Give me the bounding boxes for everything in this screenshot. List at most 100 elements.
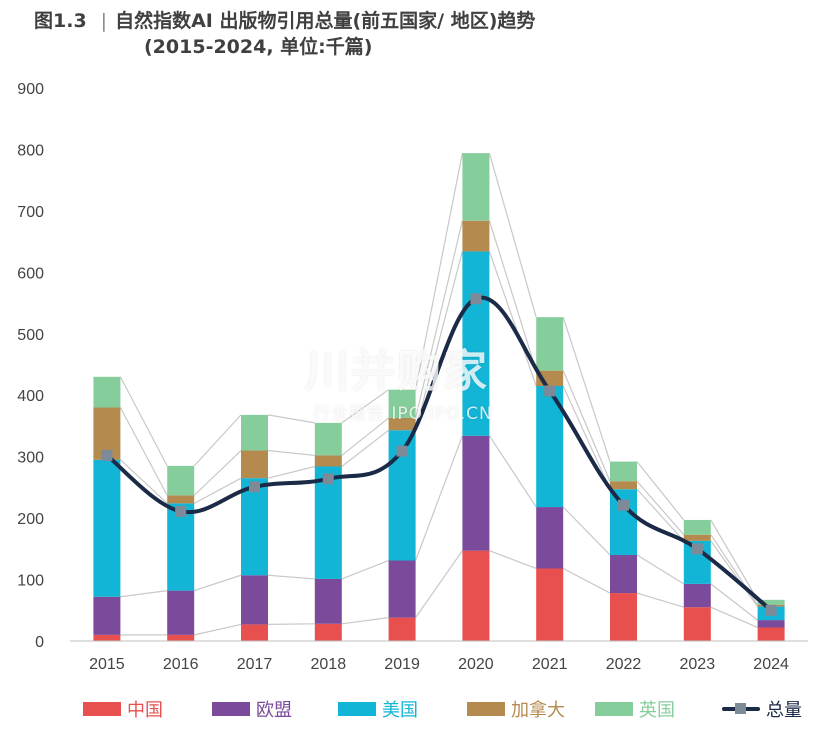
connector-2-7 bbox=[636, 488, 685, 542]
connector-2-5 bbox=[488, 251, 537, 387]
y-tick-label: 400 bbox=[17, 388, 44, 405]
y-tick-label: 500 bbox=[17, 327, 44, 344]
chart-legend: 中国 欧盟 美国 加拿大 英国 总量 bbox=[0, 694, 821, 724]
bar-segment-1-2023 bbox=[683, 583, 711, 608]
connector-1-7 bbox=[636, 554, 685, 585]
legend-swatch-usa bbox=[338, 702, 376, 716]
x-tick-label: 2020 bbox=[458, 656, 494, 673]
total-marker-2021 bbox=[544, 385, 556, 397]
x-tick-label: 2017 bbox=[237, 656, 273, 673]
bar-segment-3-2018 bbox=[314, 455, 342, 467]
bar-segment-1-2020 bbox=[462, 435, 490, 551]
connector-1-5 bbox=[488, 435, 537, 508]
legend-label-uk: 英国 bbox=[639, 700, 675, 721]
connector-1-1 bbox=[194, 574, 242, 592]
legend-swatch-total bbox=[722, 702, 760, 716]
connector-4-2 bbox=[267, 414, 315, 424]
y-tick-label: 600 bbox=[17, 265, 44, 282]
bar-segment-2-2020 bbox=[462, 251, 490, 436]
total-marker-2019 bbox=[396, 445, 408, 457]
y-tick-label: 800 bbox=[17, 142, 44, 159]
legend-item-usa: 美国 bbox=[338, 694, 418, 724]
x-axis: 2015 2016 2017 2018 2019 2020 2021 2022 2023 2024 bbox=[70, 640, 808, 673]
connector-1-0 bbox=[120, 590, 168, 598]
bar-segment-1-2022 bbox=[610, 554, 637, 594]
legend-swatch-china bbox=[83, 702, 121, 716]
connector-2-4 bbox=[415, 251, 463, 431]
connector-lines bbox=[119, 152, 759, 636]
bar-segment-4-2021 bbox=[536, 317, 564, 371]
connector-2-8 bbox=[710, 540, 759, 607]
bar-segment-0-2016 bbox=[167, 634, 195, 641]
bar-segment-0-2020 bbox=[462, 550, 490, 641]
figure-number: 图1.3 bbox=[34, 10, 87, 32]
connector-3-1 bbox=[193, 450, 242, 496]
legend-swatch-eu bbox=[212, 702, 250, 716]
x-tick-label: 2024 bbox=[753, 656, 789, 673]
y-tick-label: 300 bbox=[17, 450, 44, 467]
y-axis: 0 100 200 300 400 500 600 700 800 900 bbox=[17, 81, 44, 651]
legend-swatch-uk bbox=[595, 702, 633, 716]
bar-segment-4-2023 bbox=[683, 519, 711, 535]
bar-segment-4-2024 bbox=[757, 599, 785, 605]
connector-2-2 bbox=[267, 465, 315, 479]
bar-segment-2-2017 bbox=[241, 478, 268, 576]
connector-2-6 bbox=[562, 385, 611, 490]
connector-3-5 bbox=[488, 220, 537, 371]
bar-segment-4-2020 bbox=[462, 153, 490, 221]
legend-label-china: 中国 bbox=[127, 700, 163, 721]
total-marker-2016 bbox=[175, 505, 187, 517]
bar-segment-4-2022 bbox=[610, 461, 637, 482]
bar-segment-3-2023 bbox=[683, 534, 711, 541]
connector-3-2 bbox=[267, 449, 315, 457]
bar-segment-0-2021 bbox=[536, 568, 564, 641]
legend-label-usa: 美国 bbox=[382, 700, 418, 721]
connector-4-7 bbox=[636, 461, 685, 521]
total-line bbox=[101, 293, 777, 616]
connector-3-4 bbox=[415, 220, 463, 419]
total-marker-2024 bbox=[765, 604, 777, 616]
y-tick-label: 0 bbox=[35, 634, 44, 651]
connector-2-3 bbox=[341, 429, 389, 467]
y-tick-label: 200 bbox=[17, 511, 44, 528]
total-marker-2015 bbox=[101, 449, 113, 461]
connector-3-0 bbox=[119, 407, 168, 496]
connector-0-8 bbox=[710, 606, 758, 629]
x-tick-label: 2021 bbox=[532, 656, 568, 673]
bar-segment-2-2018 bbox=[314, 466, 342, 579]
connector-4-8 bbox=[710, 519, 759, 601]
y-tick-label: 100 bbox=[17, 573, 44, 590]
bar-segment-0-2015 bbox=[93, 634, 121, 641]
connector-2-0 bbox=[119, 459, 168, 504]
legend-label-total: 总量 bbox=[766, 700, 802, 721]
bar-segment-3-2022 bbox=[610, 481, 637, 490]
bar-segment-3-2019 bbox=[388, 417, 416, 431]
title-text: 自然指数AI 出版物引用总量(前五国家/ 地区)趋势 bbox=[115, 10, 536, 32]
bar-segment-4-2017 bbox=[241, 414, 268, 451]
total-marker-2023 bbox=[691, 543, 703, 555]
bar-segment-0-2018 bbox=[314, 623, 342, 641]
bar-segment-1-2021 bbox=[536, 507, 564, 569]
bar-segment-2-2015 bbox=[93, 459, 121, 597]
y-tick-label: 700 bbox=[17, 204, 44, 221]
bar-segment-0-2019 bbox=[388, 617, 416, 641]
legend-swatch-canada bbox=[467, 702, 505, 716]
bar-segment-0-2017 bbox=[241, 624, 268, 641]
connector-4-0 bbox=[119, 376, 168, 467]
legend-item-total: 总量 bbox=[722, 694, 802, 724]
connector-4-3 bbox=[341, 389, 389, 424]
y-tick-label: 900 bbox=[17, 81, 44, 98]
chart-subtitle: (2015-2024, 单位:千篇) bbox=[144, 36, 373, 58]
connector-4-5 bbox=[488, 152, 537, 318]
connector-0-1 bbox=[194, 623, 242, 636]
connector-1-4 bbox=[415, 435, 463, 561]
bar-segment-2-2022 bbox=[610, 489, 637, 555]
connector-1-6 bbox=[562, 506, 611, 556]
connector-1-8 bbox=[710, 583, 758, 621]
legend-label-eu: 欧盟 bbox=[256, 700, 292, 721]
bar-segment-3-2016 bbox=[167, 495, 195, 504]
bar-segment-2-2016 bbox=[167, 503, 195, 591]
connector-0-6 bbox=[562, 567, 611, 594]
connector-0-2 bbox=[267, 623, 315, 626]
x-tick-label: 2022 bbox=[606, 656, 642, 673]
